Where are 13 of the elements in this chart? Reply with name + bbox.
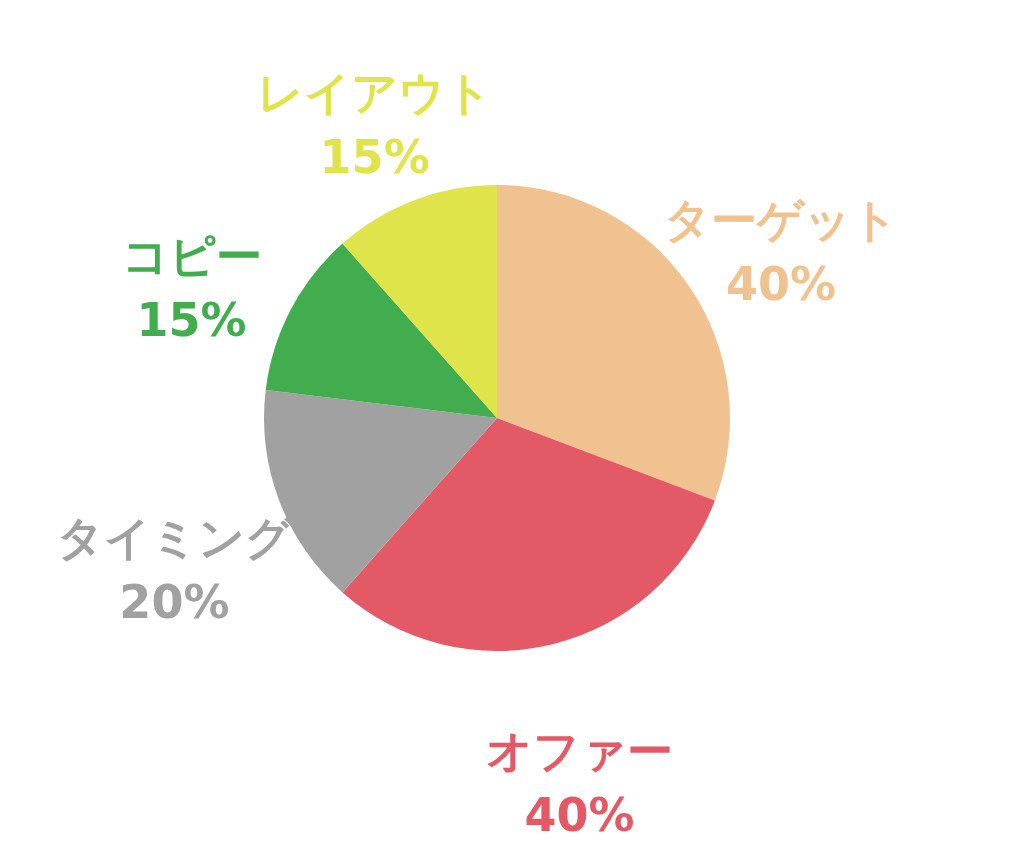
data-label: 40% (725, 257, 836, 312)
pie-slice (342, 418, 715, 651)
slice-label: タイミング (56, 511, 293, 566)
data-label: 15% (319, 130, 430, 185)
pie-slice (265, 243, 497, 418)
data-label: 15% (136, 292, 247, 347)
data-label: 20% (119, 575, 230, 630)
slice-label: ターゲット (663, 193, 898, 248)
slice-label: コピー (121, 228, 262, 283)
pie-slice (342, 185, 497, 418)
slice-label: レイアウト (257, 66, 493, 121)
slice-label: オファー (486, 723, 674, 778)
data-label: 40% (524, 787, 635, 842)
